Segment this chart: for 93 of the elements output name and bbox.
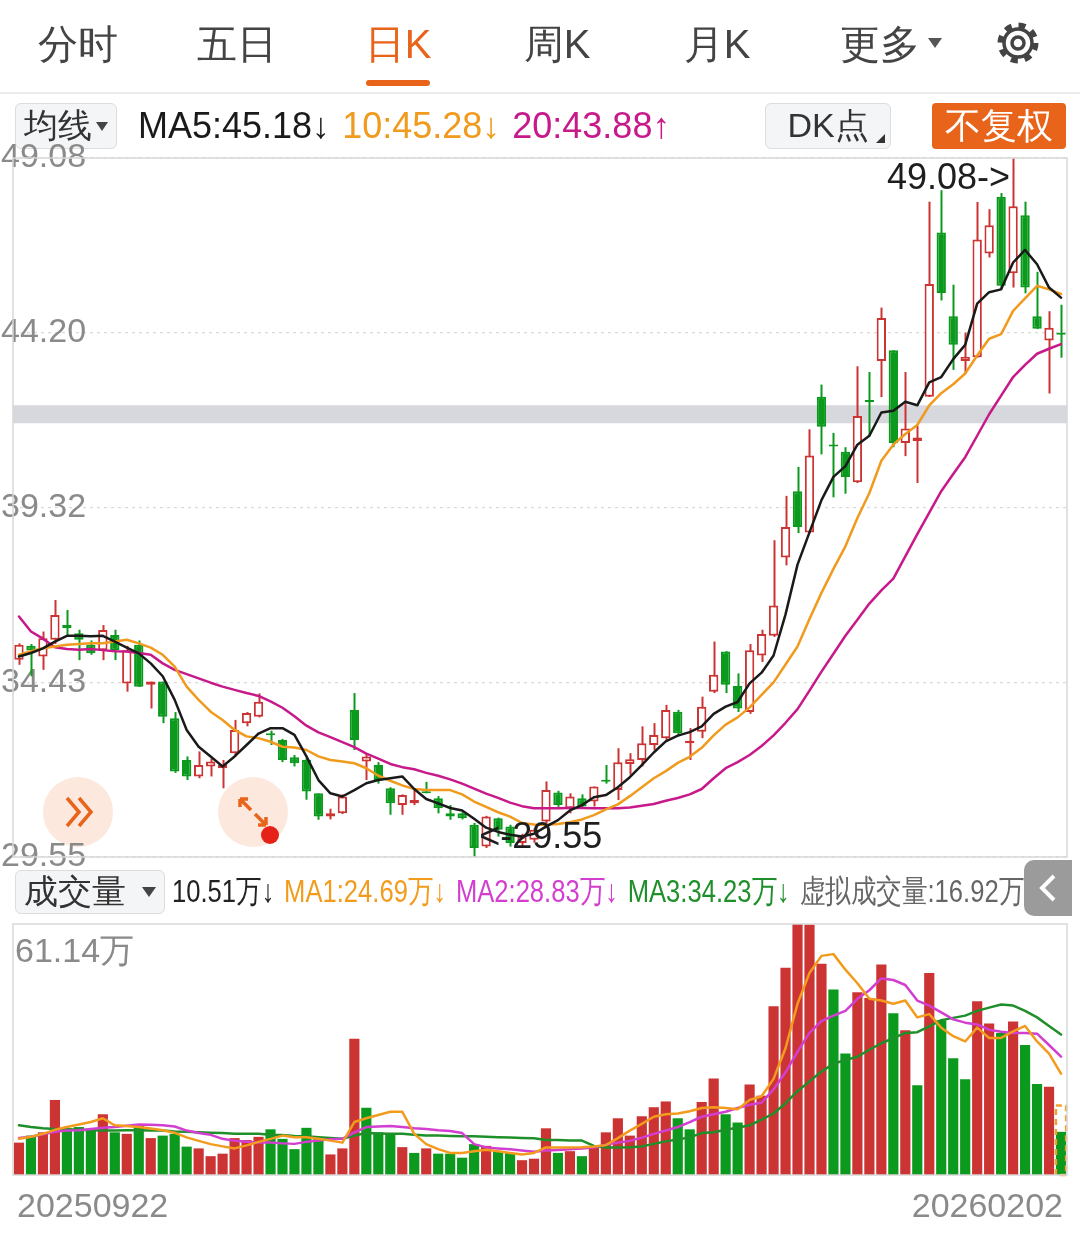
text: 20:43.88↑ (512, 105, 671, 147)
bar (936, 1020, 947, 1175)
bar (397, 1147, 408, 1175)
bar (948, 1058, 959, 1175)
bar (888, 1013, 899, 1175)
bar (732, 1122, 743, 1175)
text: MA3:34.23万↓ (627, 872, 790, 911)
text: 10:45.28↓ (342, 105, 501, 147)
bar (576, 1156, 588, 1175)
candlestick (182, 755, 192, 782)
bar (852, 992, 863, 1175)
candlestick (1044, 310, 1054, 395)
bar (996, 1032, 1007, 1175)
candlestick (625, 752, 635, 776)
candlestick (1032, 270, 1042, 331)
bar (1019, 1044, 1031, 1175)
candlestick (397, 793, 407, 816)
bar (876, 964, 887, 1175)
bar (121, 1133, 132, 1175)
text: MA5:45.18↓ (138, 105, 331, 147)
bar (145, 1138, 156, 1175)
annotation: 49.08-> (886, 155, 1011, 197)
bar (49, 1099, 61, 1175)
bar (409, 1152, 420, 1175)
bar (205, 1156, 216, 1175)
candlestick (613, 747, 623, 802)
y-tick-label: 34.43 (1, 660, 87, 699)
bar (864, 998, 875, 1175)
candlestick (385, 786, 395, 816)
text: 日K (363, 21, 433, 68)
bar (516, 1160, 528, 1175)
bar (181, 1146, 192, 1175)
text: DK点 (787, 105, 869, 146)
candlestick (313, 792, 324, 821)
annotation: 61.14万 (15, 931, 135, 970)
text: 虚拟成交量:16.92万 (799, 872, 1025, 911)
bar (37, 1132, 49, 1175)
candlestick (469, 822, 479, 858)
bar (433, 1153, 444, 1175)
bar (445, 1153, 456, 1175)
bar (349, 1038, 360, 1175)
text: MA2:28.83万↓ (455, 872, 619, 911)
bar (85, 1130, 96, 1175)
text: 周K (522, 21, 592, 68)
bar (552, 1152, 564, 1175)
bar (528, 1158, 540, 1175)
bar (73, 1127, 84, 1175)
bar (684, 1129, 695, 1175)
y-tick-label: 44.20 (1, 311, 87, 350)
text: 月K (682, 21, 752, 68)
bar (25, 1135, 37, 1175)
candlestick (50, 599, 60, 646)
bar (900, 1030, 911, 1175)
bar (157, 1135, 168, 1175)
bar (421, 1148, 432, 1175)
bar (373, 1132, 384, 1175)
text: MA1:24.69万↓ (284, 872, 447, 911)
bar (924, 972, 935, 1175)
bar (13, 1142, 25, 1175)
text: 10.51万↓ (172, 872, 275, 911)
text: 20260202 (911, 1186, 1063, 1225)
bar (960, 1079, 971, 1175)
candlestick (637, 725, 647, 768)
text: 五日 (196, 21, 278, 68)
bar (1054, 1104, 1068, 1177)
bar (720, 1114, 731, 1175)
bar (984, 1023, 995, 1175)
bar (1008, 1021, 1019, 1175)
bar (564, 1151, 576, 1175)
bar (193, 1148, 204, 1175)
bar (912, 1085, 923, 1175)
bar (337, 1148, 348, 1175)
candlestick (709, 640, 719, 695)
bar (1031, 1083, 1043, 1175)
bar (325, 1154, 336, 1175)
candlestick (649, 722, 659, 751)
bar (1043, 1086, 1055, 1175)
bar (972, 1001, 983, 1175)
text: 不复权 (945, 103, 1053, 148)
y-tick-label: 39.32 (1, 485, 87, 524)
bar (588, 1147, 599, 1175)
bar (109, 1132, 120, 1175)
candlestick (361, 752, 371, 782)
candlestick (229, 718, 240, 758)
y-tick-label: 29.55 (1, 835, 87, 874)
text: 更多 (839, 21, 921, 68)
candlestick (756, 628, 767, 663)
text: 20250922 (17, 1186, 169, 1225)
bar (457, 1157, 468, 1175)
text: 分时 (37, 21, 119, 68)
text: 成交量 (24, 871, 126, 912)
bar (385, 1133, 396, 1175)
bar (169, 1133, 180, 1175)
